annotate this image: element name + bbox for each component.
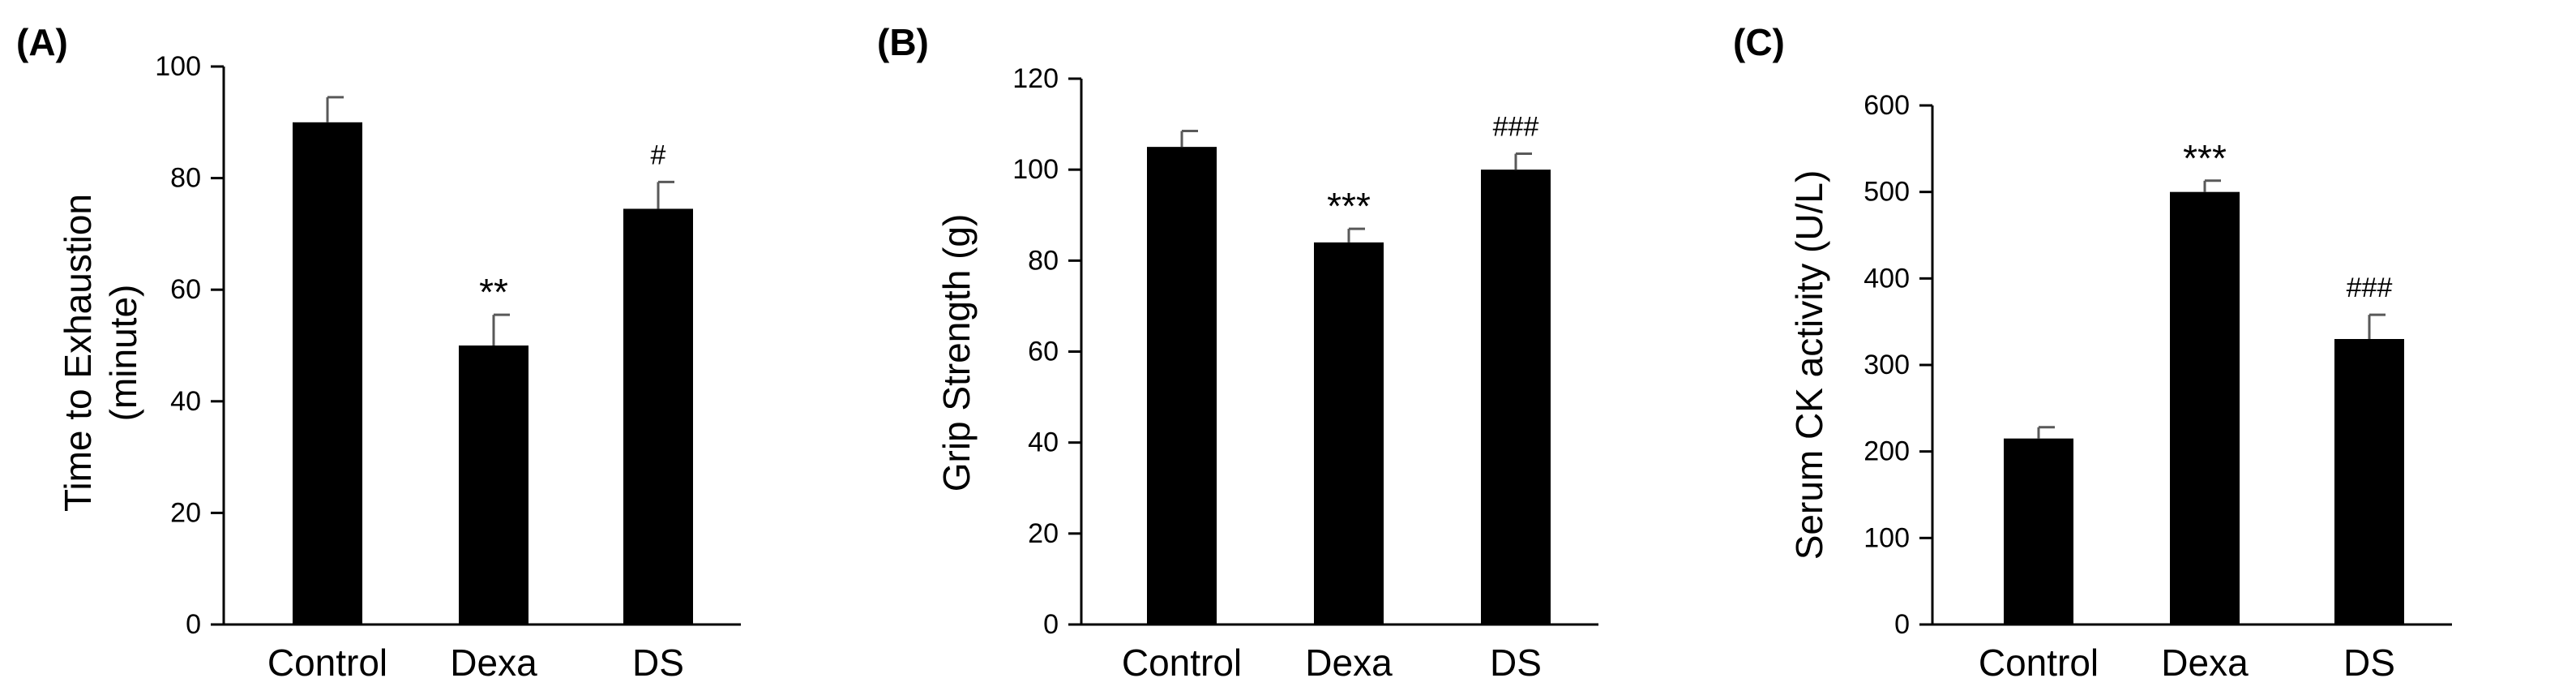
panel-c-y-tick-label: 500: [1864, 177, 1910, 208]
panel-a-y-tick-label: 80: [170, 163, 201, 194]
panel-b-significance-label: ###: [1493, 112, 1539, 143]
panel-b-y-tick-label: 60: [1028, 337, 1059, 367]
panel-c-plot-area: Control *** Dexa ### DS 0 100 200 300 400 500 600: [1864, 90, 2452, 684]
panel-b-y-tick-label: 80: [1028, 245, 1059, 276]
panel-c-x-tick-label: DS: [2343, 642, 2395, 684]
panel-a-y-tick-label: 20: [170, 497, 201, 528]
panel-c-x-tick-label: Control: [1979, 642, 2099, 684]
panel-b-significance-label: ***: [1327, 185, 1371, 227]
panel-b-plot-area: Control *** Dexa ### DS 0 20 40 60 80 100 120: [1012, 63, 1598, 684]
panel-c-y-tick-label: 100: [1864, 522, 1910, 553]
panel-b-bar: [1481, 170, 1551, 624]
panel-b-y-axis-title: Grip Strength (g): [935, 214, 978, 492]
panel-c-significance-label: ***: [2183, 137, 2227, 179]
panel-c-y-tick-label: 0: [1894, 609, 1910, 640]
panel-a-label: (A): [16, 21, 68, 63]
panel-a-y-tick-label: 40: [170, 386, 201, 417]
panel-a-x-tick-label: Dexa: [450, 642, 537, 684]
panel-a-y-tick-label: 0: [186, 609, 201, 640]
panel-b-y-tick-label: 120: [1012, 63, 1059, 94]
panel-c-bar: [2004, 438, 2073, 624]
panel-a-significance-label: **: [479, 271, 508, 313]
panel-c: (C) Serum CK activity (U/L) Control *** De…: [1733, 21, 2452, 684]
panel-a: (A) Time to Exhaustion (minute) Control *…: [16, 21, 741, 684]
panel-a-significance-label: #: [651, 139, 666, 170]
panel-b-y-tick-label: 20: [1028, 518, 1059, 549]
panel-c-y-tick-label: 300: [1864, 350, 1910, 380]
panel-c-significance-label: ###: [2347, 273, 2393, 303]
panel-c-y-axis-title: Serum CK activity (U/L): [1788, 170, 1830, 560]
panel-c-y-tick-label: 400: [1864, 263, 1910, 294]
panel-c-bar: [2334, 339, 2404, 624]
panel-c-y-tick-label: 200: [1864, 436, 1910, 467]
panel-c-label: (C): [1733, 21, 1785, 63]
panel-b-x-tick-label: Dexa: [1305, 642, 1393, 684]
panel-a-bar: [459, 346, 528, 624]
panel-c-bar: [2170, 191, 2240, 624]
panel-a-bar: [293, 122, 362, 625]
panel-b-x-tick-label: DS: [1490, 642, 1542, 684]
panel-a-plot-area: Control ** Dexa # DS 0 20 40 60 80 100: [155, 51, 741, 684]
panel-b-x-tick-label: Control: [1122, 642, 1242, 684]
panel-b: (B) Grip Strength (g) Control *** Dexa ### D…: [877, 21, 1598, 684]
panel-a-bar: [623, 208, 693, 624]
panel-c-x-tick-label: Dexa: [2161, 642, 2249, 684]
panel-a-x-tick-label: Control: [267, 642, 387, 684]
panel-a-x-tick-label: DS: [632, 642, 684, 684]
panel-a-y-tick-label: 100: [155, 51, 201, 82]
panel-b-y-tick-label: 0: [1043, 609, 1059, 640]
panel-b-y-tick-label: 40: [1028, 427, 1059, 458]
panel-b-label: (B): [877, 21, 929, 63]
panel-a-y-tick-label: 60: [170, 274, 201, 305]
panel-c-y-tick-label: 600: [1864, 90, 1910, 121]
panel-b-y-tick-label: 100: [1012, 154, 1059, 185]
panel-a-y-axis-subtitle: (minute): [102, 285, 144, 422]
panel-b-bar: [1314, 242, 1384, 624]
panel-b-bar: [1147, 147, 1217, 624]
panel-a-y-axis-title: Time to Exhaustion: [57, 194, 99, 512]
